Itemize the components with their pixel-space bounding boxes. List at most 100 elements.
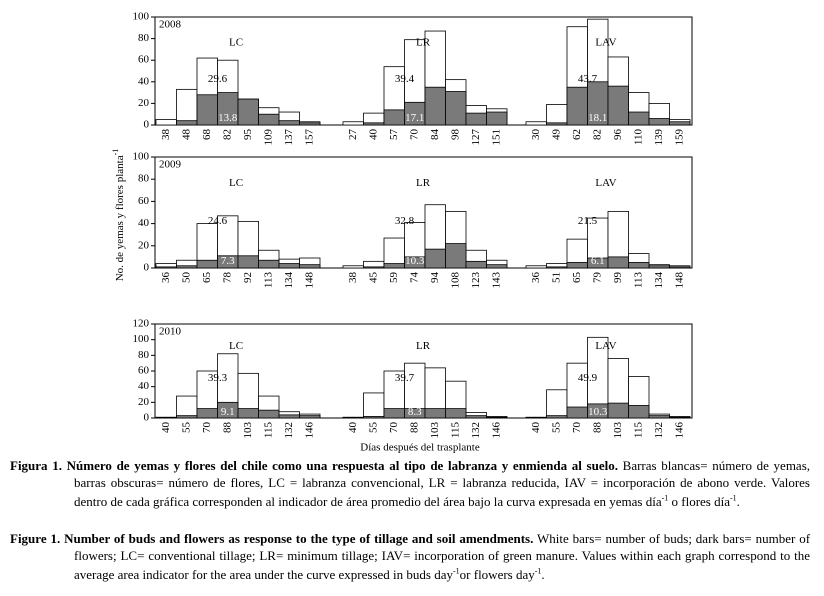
x-tick-label: 146 [303, 422, 315, 439]
flower-bar [628, 405, 650, 419]
x-tick-label: 62 [571, 129, 583, 140]
flower-bar [648, 265, 670, 269]
flower-area-label: 18.1 [588, 112, 607, 124]
x-tick-label: 92 [242, 272, 254, 283]
treatment-label: LC [229, 177, 243, 189]
superscript: -1 [534, 567, 542, 576]
x-tick-label: 103 [429, 422, 441, 439]
superscript: -1 [661, 494, 669, 503]
bud-area-label: 21.5 [578, 215, 598, 227]
x-tick-label: 110 [632, 129, 644, 146]
flower-bar [383, 408, 405, 419]
y-tick-label: 40 [138, 217, 150, 229]
treatment-label: LAV [595, 340, 616, 352]
bud-bar [155, 416, 177, 419]
x-tick-label: 132 [470, 422, 482, 439]
flower-bar [669, 266, 691, 269]
flower-bar [546, 266, 568, 269]
flower-bar [607, 85, 629, 126]
flower-bar [196, 259, 218, 269]
y-tick-label: 60 [138, 365, 150, 377]
flower-bar [424, 408, 446, 419]
flower-bar [258, 409, 280, 419]
flower-bar [566, 406, 588, 419]
x-tick-label: 40 [347, 422, 359, 434]
x-tick-label: 38 [160, 129, 172, 141]
x-tick-label: 30 [530, 129, 542, 141]
x-tick-label: 27 [347, 129, 359, 141]
y-label-text: No. de yemas y flores planta [114, 155, 126, 281]
flower-area-label: 8.3 [408, 406, 422, 418]
flower-bar [445, 91, 467, 126]
x-tick-label: 88 [408, 422, 420, 434]
x-tick-label: 55 [550, 422, 562, 434]
x-tick-label: 127 [470, 129, 482, 146]
flower-bar [176, 415, 198, 419]
flower-bar [486, 416, 508, 419]
x-tick-label: 70 [201, 422, 213, 434]
bud-bar [155, 119, 177, 126]
bud-bar [525, 416, 547, 419]
flower-bar [278, 120, 300, 126]
x-tick-label: 148 [673, 272, 685, 289]
x-tick-label: 88 [221, 422, 233, 434]
caption-body: Barras blancas= número de yemas, barras … [74, 458, 810, 509]
x-tick-label: 137 [283, 129, 295, 146]
caption-text: White bars= number of buds; dark bars= n… [74, 531, 811, 583]
x-tick-label: 78 [221, 272, 233, 284]
year-label: 2010 [159, 326, 182, 338]
flower-bar [566, 262, 588, 269]
figure: No. de yemas y flores planta-1 Días desp… [111, 11, 693, 454]
x-tick-label: 113 [632, 272, 644, 289]
flower-bar [648, 415, 670, 419]
x-tick-label: 146 [673, 422, 685, 439]
treatment-label: LAV [595, 36, 616, 48]
bud-area-label: 39.7 [395, 372, 415, 384]
flower-area-label: 6.1 [591, 255, 605, 267]
caption-text: Barras blancas= número de yemas, barras … [74, 458, 811, 510]
x-tick-label: 51 [550, 272, 562, 283]
flower-bar [669, 121, 691, 126]
flower-bar [465, 112, 487, 126]
bud-area-label: 43.7 [578, 73, 598, 85]
flower-bar [237, 408, 259, 419]
x-tick-label: 40 [367, 129, 379, 141]
x-tick-label: 115 [449, 422, 461, 439]
caption-label: Figura 1. [10, 458, 62, 473]
y-tick-label: 100 [133, 333, 150, 345]
x-tick-label: 103 [242, 422, 254, 439]
flower-area-label: 7.3 [221, 255, 235, 267]
x-tick-label: 40 [160, 422, 172, 434]
y-tick-label: 80 [138, 32, 150, 44]
bud-bar [525, 265, 547, 269]
flower-bar [237, 255, 259, 269]
bud-area-label: 49.9 [578, 372, 598, 384]
y-tick-label: 40 [138, 75, 150, 87]
flower-bar [566, 86, 588, 126]
y-tick-label: 20 [138, 396, 150, 408]
caption-es: Figura 1. Número de yemas y flores del c… [10, 458, 810, 511]
x-tick-label: 65 [201, 272, 213, 284]
flower-bar [607, 402, 629, 419]
x-tick-label: 94 [429, 272, 441, 284]
y-tick-label: 0 [144, 262, 150, 274]
x-tick-label: 70 [571, 422, 583, 434]
x-tick-label: 109 [262, 129, 274, 146]
flower-bar [628, 262, 650, 269]
y-tick-label: 100 [133, 151, 150, 163]
treatment-label: LR [416, 36, 431, 48]
flower-bar [176, 265, 198, 269]
caption-title: Número de yemas y flores del chile como … [66, 458, 618, 473]
x-tick-label: 148 [303, 272, 315, 289]
x-tick-label: 146 [490, 422, 502, 439]
treatment-label: LR [416, 177, 431, 189]
x-tick-label: 57 [388, 129, 400, 141]
x-tick-label: 157 [303, 129, 315, 146]
flower-bar [278, 414, 300, 419]
treatment-label: LC [229, 340, 243, 352]
x-tick-label: 55 [180, 422, 192, 434]
bud-area-label: 39.3 [208, 372, 228, 384]
treatment-label: LR [416, 340, 431, 352]
flower-bar [196, 94, 218, 126]
flower-bar [278, 263, 300, 269]
